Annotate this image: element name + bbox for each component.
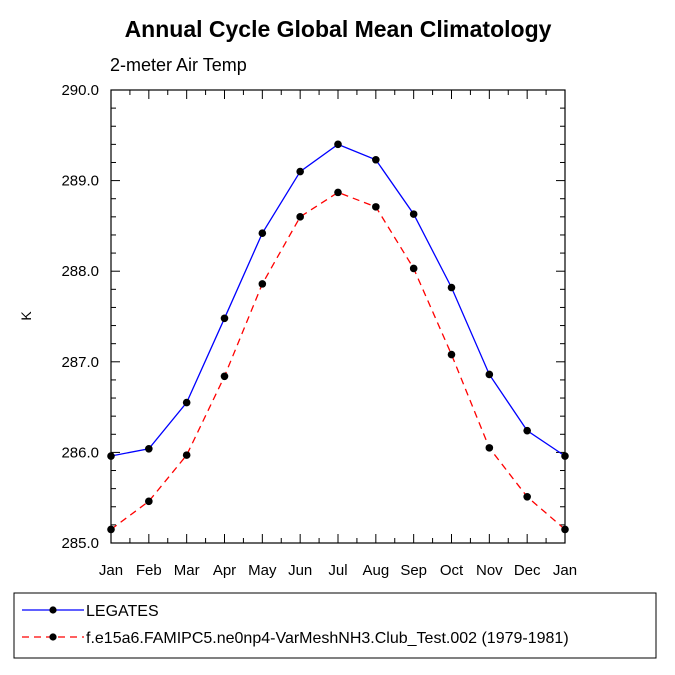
data-point-legates xyxy=(409,210,418,218)
legend-marker-model xyxy=(49,633,57,641)
x-tick-label: Mar xyxy=(174,562,200,579)
data-point-legates xyxy=(145,444,153,453)
y-tick-label: 288.0 xyxy=(61,263,99,280)
chart-title: Annual Cycle Global Mean Climatology xyxy=(125,16,552,42)
data-point-model xyxy=(485,444,494,452)
data-point-model xyxy=(258,280,267,288)
y-tick-label: 285.0 xyxy=(61,535,99,552)
x-tick-label: Feb xyxy=(136,562,162,579)
data-point-model xyxy=(220,372,229,381)
data-point-model xyxy=(145,497,153,506)
x-tick-label: Apr xyxy=(213,562,236,579)
data-point-legates xyxy=(485,370,494,379)
data-point-legates xyxy=(107,452,115,460)
data-point-model xyxy=(334,188,342,197)
data-point-legates xyxy=(372,155,380,164)
y-tick-label: 290.0 xyxy=(61,82,99,99)
y-tick-label: 289.0 xyxy=(61,173,99,190)
data-point-legates xyxy=(220,314,229,323)
x-tick-label: Jan xyxy=(99,562,123,579)
data-point-model xyxy=(447,350,456,359)
data-point-legates xyxy=(334,140,342,149)
data-point-model xyxy=(107,525,115,534)
data-point-model xyxy=(182,451,191,459)
x-tick-label: May xyxy=(248,562,277,579)
data-point-model xyxy=(296,213,304,221)
x-tick-label: Jul xyxy=(328,562,347,579)
data-point-legates xyxy=(296,167,304,176)
chart-subtitle: 2-meter Air Temp xyxy=(110,55,247,75)
data-point-model xyxy=(561,525,569,534)
plot-frame xyxy=(110,89,566,544)
legend-marker-legates xyxy=(49,606,57,614)
plot-area: Jan Feb Mar Apr May Jun Jul Aug Sep Oct Nov Dec Jan2… xyxy=(61,82,577,579)
data-point-legates xyxy=(561,452,569,460)
x-tick-label: Sep xyxy=(400,562,427,579)
legend: LEGATES f.e15a6.FAMIPC5.ne0np4-VarMeshNH… xyxy=(13,592,657,659)
y-tick-label: 287.0 xyxy=(61,354,99,371)
x-tick-label: Jan xyxy=(553,562,577,579)
y-tick-label: 286.0 xyxy=(61,444,99,461)
data-point-legates xyxy=(182,398,191,407)
x-tick-label: Dec xyxy=(514,562,541,579)
x-tick-label: Oct xyxy=(440,562,464,579)
data-point-legates xyxy=(258,229,267,237)
data-point-legates xyxy=(447,283,456,292)
data-point-model xyxy=(523,492,531,501)
x-tick-label: Jun xyxy=(288,562,312,579)
y-axis-label: K xyxy=(18,311,34,321)
series-line-model xyxy=(110,191,566,530)
legend-label-model: f.e15a6.FAMIPC5.ne0np4-VarMeshNH3.Club_T… xyxy=(86,630,569,647)
data-point-model xyxy=(409,264,418,273)
x-tick-label: Nov xyxy=(476,562,503,579)
x-tick-label: Aug xyxy=(362,562,389,579)
legend-label-legates: LEGATES xyxy=(86,603,159,620)
data-point-model xyxy=(372,203,380,211)
legend-box xyxy=(13,592,657,659)
data-point-legates xyxy=(523,426,531,435)
